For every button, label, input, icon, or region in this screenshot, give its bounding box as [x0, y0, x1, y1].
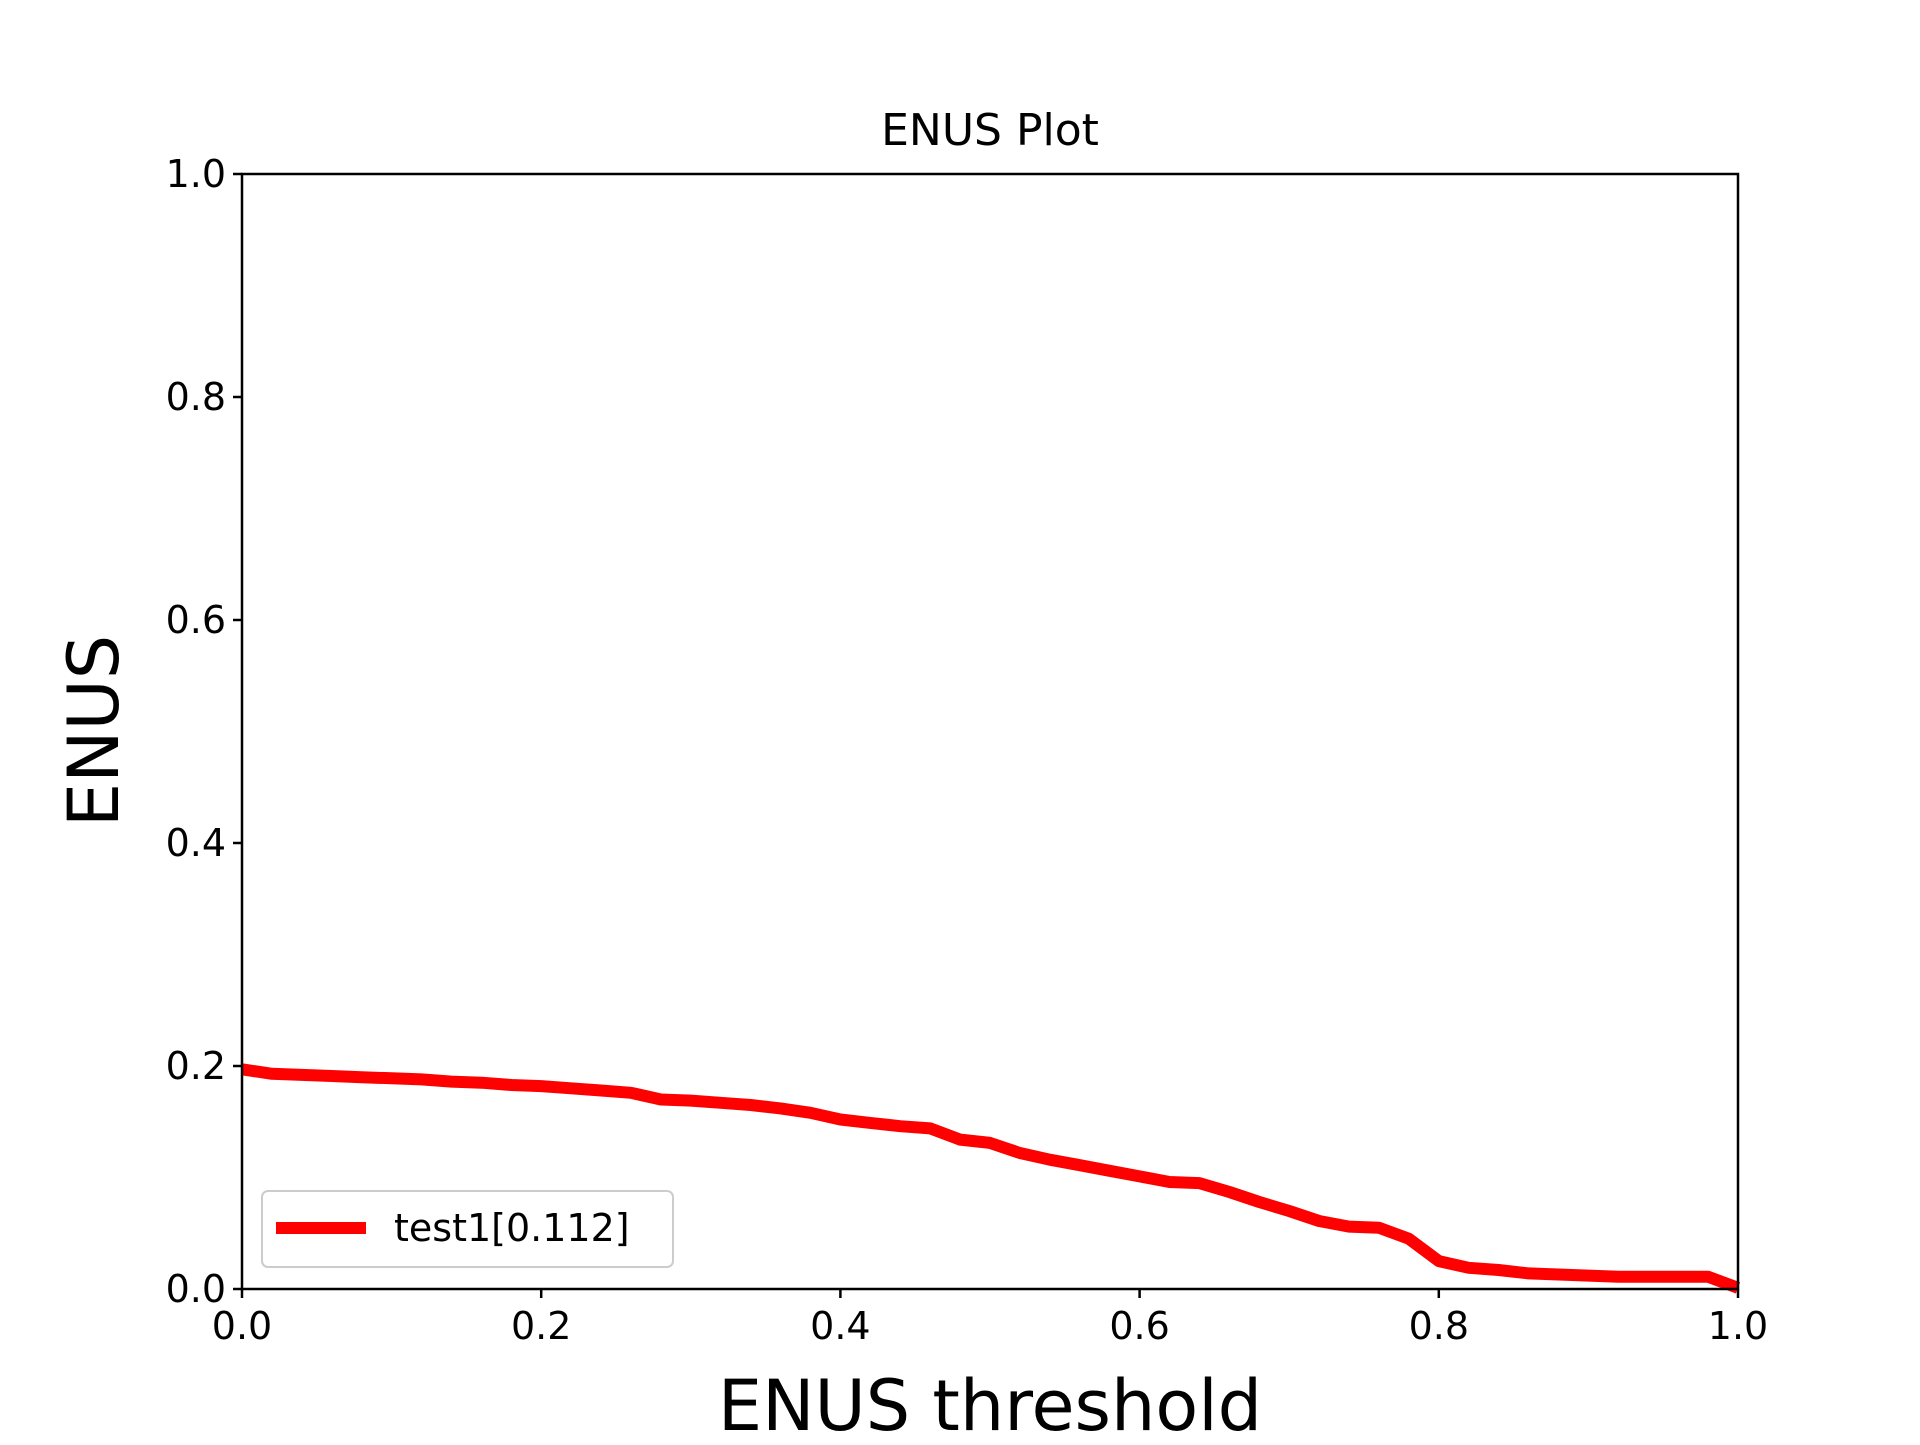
x-tick-label: 0.0: [212, 1304, 272, 1348]
x-tick-label: 0.8: [1409, 1304, 1469, 1348]
series-line: [241, 1063, 1741, 1294]
legend: test1[0.112]: [261, 1190, 674, 1268]
y-tick-label: 0.6: [166, 598, 226, 642]
plot-frame: [240, 172, 1740, 1291]
x-axis-ticks: 0.0 0.2 0.4 0.6 0.8 1.0: [212, 1289, 1768, 1348]
x-tick-label: 0.4: [810, 1304, 870, 1348]
x-tick-label: 0.2: [511, 1304, 571, 1348]
y-tick-label: 0.0: [166, 1267, 226, 1311]
y-tick-label: 0.2: [166, 1044, 226, 1088]
x-tick-label: 1.0: [1708, 1304, 1768, 1348]
series-layer: [241, 1063, 1741, 1294]
y-tick-label: 0.8: [166, 375, 226, 419]
y-axis-label: ENUS: [53, 635, 135, 827]
y-tick-label: 0.4: [166, 821, 226, 865]
x-tick-label: 0.6: [1109, 1304, 1169, 1348]
y-axis-ticks: 0.0 0.2 0.4 0.6 0.8 1.0: [166, 152, 242, 1311]
chart-title: ENUS Plot: [881, 105, 1099, 156]
y-tick-label: 1.0: [166, 152, 226, 196]
legend-label: test1[0.112]: [394, 1206, 630, 1250]
x-axis-label: ENUS threshold: [718, 1365, 1262, 1440]
legend-box: [261, 1190, 674, 1268]
